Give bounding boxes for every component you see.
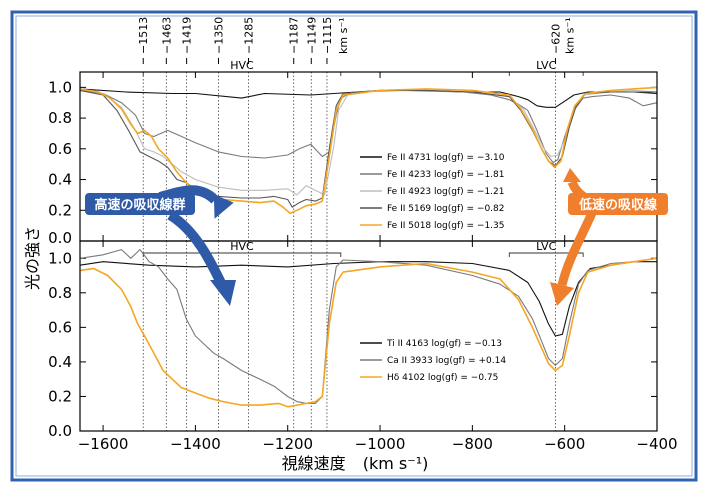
x-axis: −1600 −1400 −1200 −1000 −800 −600 −400 <box>78 435 678 453</box>
y-tick-label: 0.4 <box>48 171 72 189</box>
outer-frame <box>10 10 698 482</box>
velocity-tick-label: −1285 <box>242 17 255 54</box>
legend-label: Fe II 4233 log(gf) = −1.81 <box>387 170 504 180</box>
velocity-tick-label: −620 <box>549 24 562 54</box>
x-axis-title-text: 視線速度 <box>282 454 346 473</box>
x-tick-label: −1000 <box>355 435 406 453</box>
series-line <box>79 86 658 215</box>
series-line <box>79 89 657 208</box>
callout-text-slow: 低速の吸収線 <box>578 197 658 213</box>
y-tick-label: 0.8 <box>48 109 72 127</box>
velocity-tick-label: −1187 <box>288 17 301 54</box>
inner-frame <box>15 15 693 477</box>
x-tick-label: −600 <box>544 435 585 453</box>
series-line <box>79 249 658 404</box>
x-tick-label: −400 <box>636 435 677 453</box>
legend-label: Ti II 4163 log(gf) = −0.13 <box>386 339 502 349</box>
velocity-tick-label: −1350 <box>212 17 225 54</box>
callout-box-slow <box>568 193 668 215</box>
x-axis-title-unit: (km s⁻¹) <box>363 454 429 473</box>
top-panel: HVC LVC −1513 −1463 −1419 −1350 −1285 −1187 −114… <box>48 17 658 247</box>
x-tick-label: −1600 <box>78 435 129 453</box>
legend-label: Fe II 4731 log(gf) = −3.10 <box>387 153 505 163</box>
panel-frame <box>79 240 658 432</box>
callout-text-fast: 高速の吸収線群 <box>94 197 185 213</box>
y-tick-label: 0.0 <box>48 229 72 247</box>
callout-arrow-lower <box>167 210 227 288</box>
legend-label: Hδ 4102 log(gf) = −0.75 <box>387 373 498 383</box>
y-tick-label: 0.0 <box>48 422 72 440</box>
legend-label: Ca II 3933 log(gf) = +0.14 <box>387 356 506 366</box>
callout-arrowhead-lower-orange <box>550 282 574 306</box>
series-line <box>79 257 658 408</box>
velocity-tick-label: −1419 <box>181 17 194 54</box>
callouts: 高速の吸収線群 低速の吸収線 <box>85 168 668 306</box>
y-tick-label: 0.4 <box>48 353 72 371</box>
velocity-unit-label: km s⁻¹ <box>563 17 576 54</box>
velocity-tick-label: −1513 <box>137 17 150 54</box>
callout-arrowhead-upper-orange <box>563 168 581 182</box>
lvc-label: LVC <box>536 240 556 253</box>
callout-arrowhead-upper <box>213 194 234 219</box>
y-axis-title: 光の強さ <box>23 226 42 290</box>
lvc-bracket <box>508 252 584 257</box>
y-tick-label: 0.6 <box>48 318 72 336</box>
legend-label: Fe II 5169 log(gf) = −0.82 <box>387 204 504 214</box>
velocity-tick-label: −1149 <box>305 17 318 54</box>
legend-label: Fe II 4923 log(gf) = −1.21 <box>387 187 504 197</box>
y-tick-label: 0.2 <box>48 201 72 219</box>
x-tick-label: −1200 <box>262 435 313 453</box>
y-tick-label: 1.0 <box>48 249 72 267</box>
y-tick-label: 1.0 <box>48 78 72 96</box>
hvc-label: HVC <box>230 59 254 72</box>
lvc-label: LVC <box>536 59 556 72</box>
velocity-tick-label: −1463 <box>160 17 173 54</box>
velocity-unit-label: km s⁻¹ <box>337 17 350 54</box>
velocity-tick-label: −1115 <box>321 17 334 54</box>
callout-arrowhead-lower <box>210 280 236 306</box>
hvc-bracket <box>142 252 342 257</box>
legend-label: Fe II 5018 log(gf) = −1.35 <box>387 221 504 231</box>
series-line <box>79 88 658 196</box>
x-tick-label: −800 <box>452 435 493 453</box>
hvc-label: HVC <box>230 240 254 253</box>
y-tick-label: 0.2 <box>48 387 72 405</box>
callout-arrow-lower-orange <box>557 211 597 287</box>
x-tick-label: −1400 <box>170 435 221 453</box>
callout-box-fast <box>85 193 195 215</box>
y-tick-label: 0.6 <box>48 140 72 158</box>
y-tick-label: 0.8 <box>48 284 72 302</box>
bottom-panel: HVC LVC 0.0 0.2 0.4 0.6 0.8 1.0 Ti II 4163 log(g… <box>48 240 658 440</box>
x-axis-title: 視線速度 (km s⁻¹) <box>282 454 429 473</box>
